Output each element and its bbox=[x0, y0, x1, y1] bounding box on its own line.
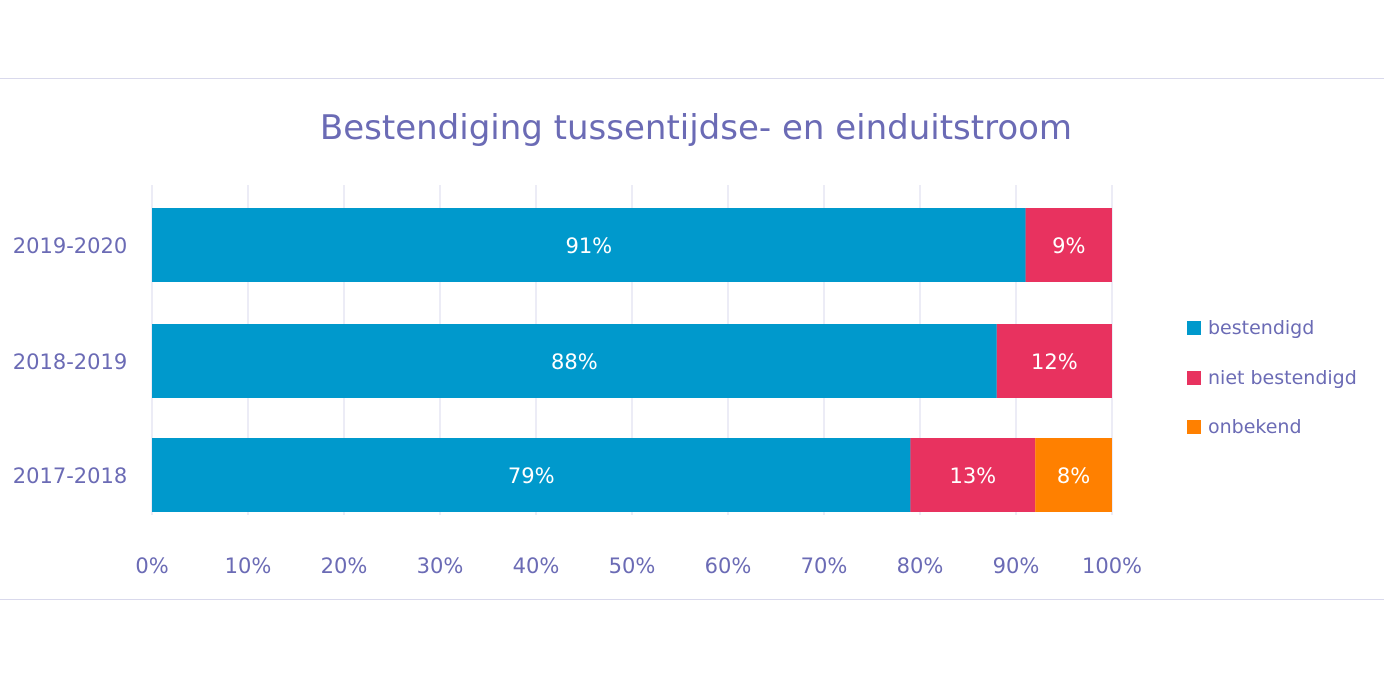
x-tick-label: 50% bbox=[609, 554, 656, 578]
bar-segment bbox=[996, 324, 1112, 398]
data-label: 91% bbox=[565, 234, 612, 258]
bar-segment bbox=[1025, 208, 1112, 282]
bar-segment bbox=[1035, 438, 1112, 512]
bar-segment bbox=[152, 438, 911, 512]
category-label: 2017-2018 bbox=[13, 464, 127, 488]
data-labels: 91% 9% 88% 12% 0% 79% 13% 8% bbox=[508, 234, 1147, 488]
data-label: 9% bbox=[1052, 234, 1085, 258]
data-label: 13% bbox=[949, 464, 996, 488]
x-tick-label: 90% bbox=[993, 554, 1040, 578]
x-tick-label: 80% bbox=[897, 554, 944, 578]
data-label: 0% bbox=[1114, 350, 1147, 374]
data-label: 88% bbox=[551, 350, 598, 374]
legend-swatch bbox=[1187, 420, 1201, 434]
bar-segment bbox=[910, 438, 1036, 512]
legend-label: onbekend bbox=[1208, 416, 1302, 438]
data-label: 8% bbox=[1057, 464, 1090, 488]
legend-swatch bbox=[1187, 321, 1201, 335]
data-label: 79% bbox=[508, 464, 555, 488]
chart-frame: Bestendiging tussentijdse- en einduitstr… bbox=[0, 78, 1384, 600]
chart-title: Bestendiging tussentijdse- en einduitstr… bbox=[320, 108, 1072, 148]
x-tick-label: 70% bbox=[801, 554, 848, 578]
category-label: 2019-2020 bbox=[13, 234, 127, 258]
x-tick-label: 10% bbox=[225, 554, 272, 578]
bar-segment bbox=[152, 324, 997, 398]
data-label: 12% bbox=[1031, 350, 1078, 374]
x-tick-label: 100% bbox=[1082, 554, 1142, 578]
x-axis-ticks: 0% 10% 20% 30% 40% 50% 60% 70% 80% 90% 100% bbox=[135, 554, 1142, 578]
x-tick-label: 60% bbox=[705, 554, 752, 578]
category-label: 2018-2019 bbox=[13, 350, 127, 374]
x-tick-label: 30% bbox=[417, 554, 464, 578]
bar-segment bbox=[152, 208, 1026, 282]
legend-label: niet bestendigd bbox=[1208, 367, 1357, 389]
x-tick-label: 0% bbox=[135, 554, 168, 578]
x-tick-label: 20% bbox=[321, 554, 368, 578]
bars bbox=[152, 208, 1112, 512]
x-tick-label: 40% bbox=[513, 554, 560, 578]
legend-swatch bbox=[1187, 371, 1201, 385]
category-labels: 2019-2020 2018-2019 2017-2018 bbox=[13, 234, 127, 488]
legend-label: bestendigd bbox=[1208, 317, 1314, 339]
legend: bestendigd niet bestendigd onbekend bbox=[1187, 317, 1357, 438]
bar-chart: Bestendiging tussentijdse- en einduitstr… bbox=[13, 108, 1357, 578]
